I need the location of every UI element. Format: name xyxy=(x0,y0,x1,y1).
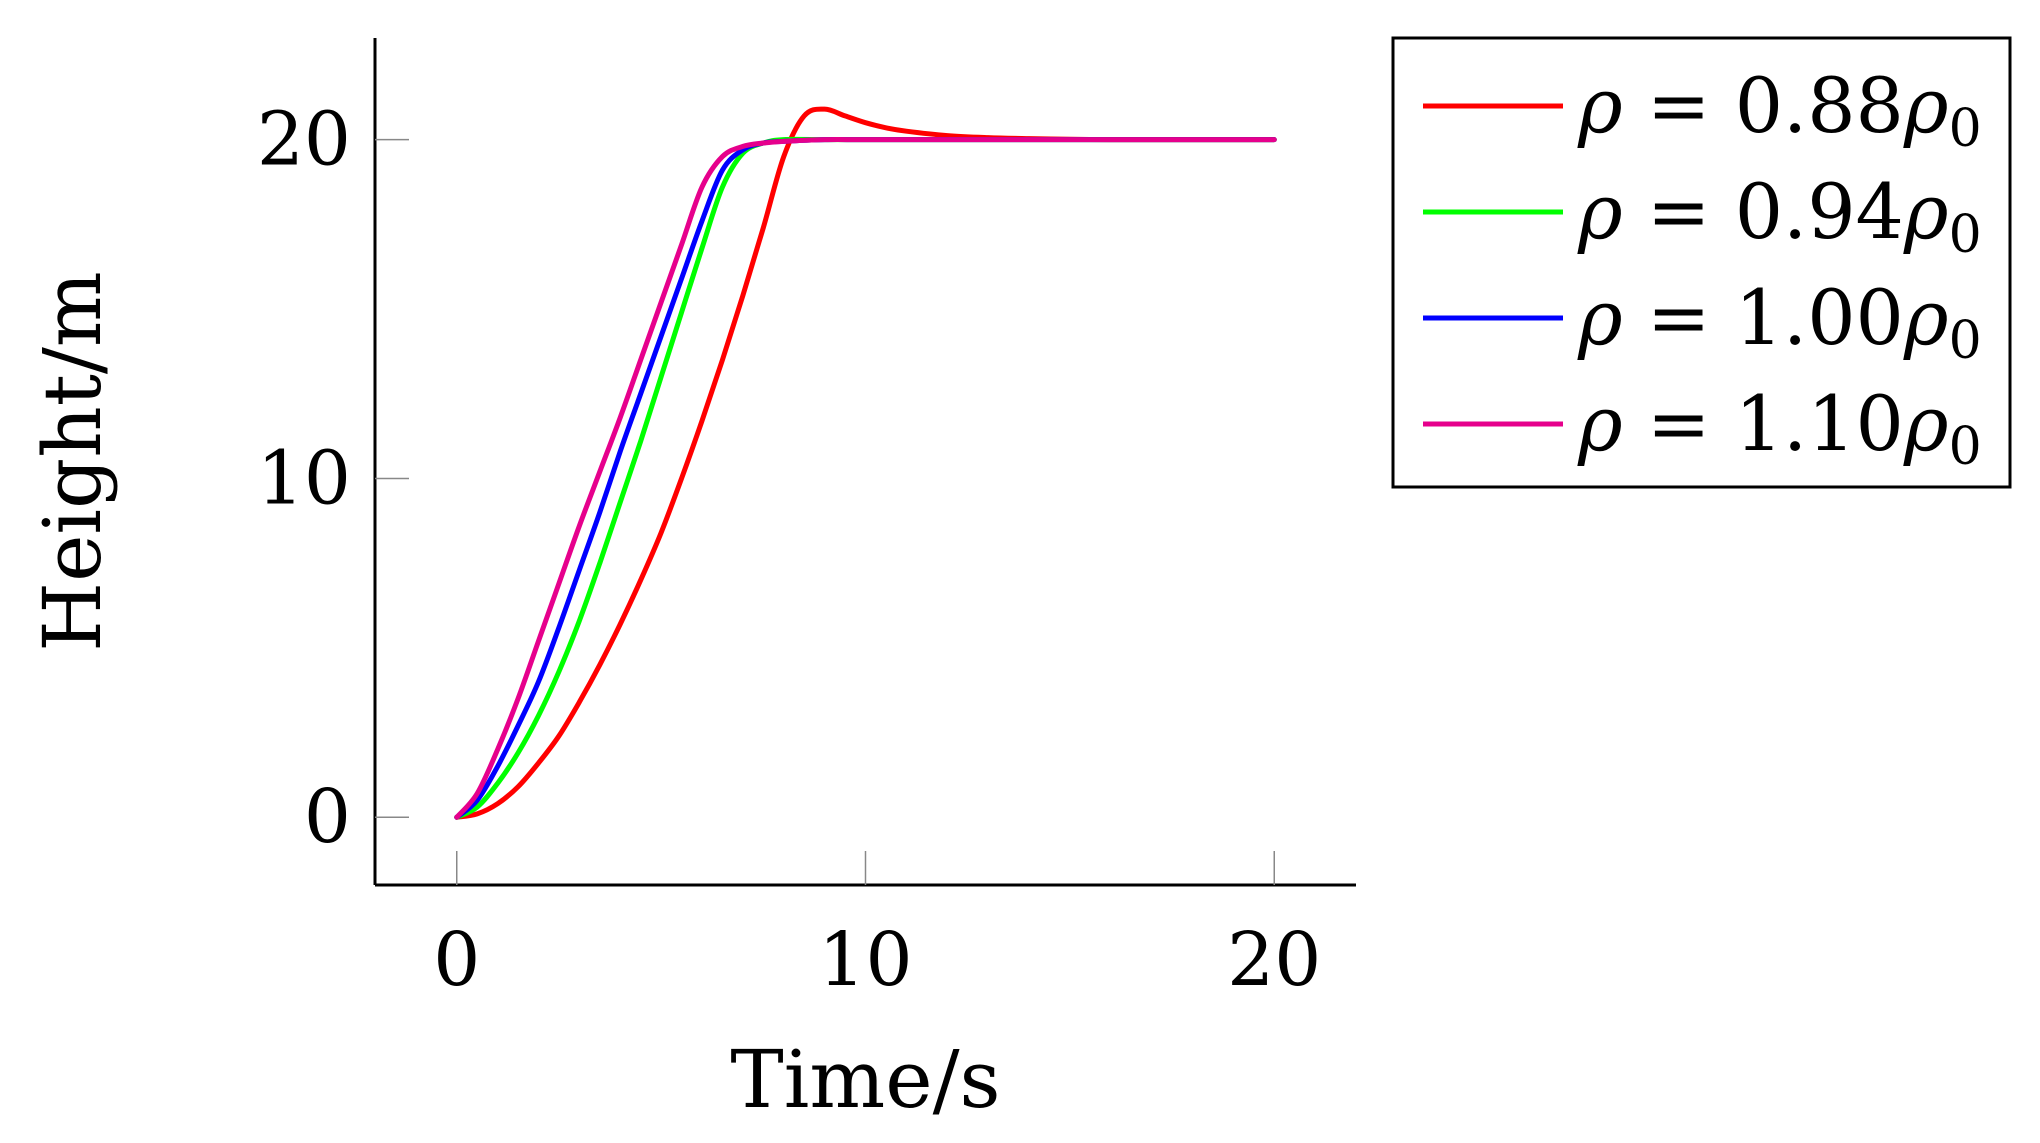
x-tick-label: 10 xyxy=(818,917,912,1003)
legend-label-part: 0 xyxy=(1949,311,1982,371)
legend-label-3: ρ = 1.00ρ0 xyxy=(1577,273,1982,371)
legend-label-part: = xyxy=(1623,61,1735,150)
y-axis-label: Height/m xyxy=(26,271,119,651)
y-tick-label: 10 xyxy=(257,435,351,521)
legend-label-part: ρ xyxy=(1577,273,1623,362)
x-tick-label: 20 xyxy=(1227,917,1321,1003)
series-line-2 xyxy=(454,136,1277,820)
legend-label-part: 0 xyxy=(1949,205,1982,265)
legend-label-2: ρ = 0.94ρ0 xyxy=(1577,167,1982,265)
legend-label-part: = xyxy=(1623,167,1735,256)
legend-label-1: ρ = 0.88ρ0 xyxy=(1577,61,1982,159)
legend-label-part: 0.94 xyxy=(1735,167,1904,256)
legend-label-part: ρ xyxy=(1903,379,1949,468)
series-group xyxy=(454,106,1277,820)
legend-label-part: 0 xyxy=(1949,99,1982,159)
legend-box xyxy=(1391,36,2012,489)
legend-label-part: ρ xyxy=(1903,273,1949,362)
series-line-4 xyxy=(454,137,1277,820)
legend-label-part: ρ xyxy=(1903,167,1949,256)
ticks: 0 10 20 0 10 20 xyxy=(257,97,1322,1003)
x-axis-label: Time/s xyxy=(730,1033,1000,1126)
legend-label-part: 1.00 xyxy=(1735,273,1904,362)
legend-label-part: 0 xyxy=(1949,417,1982,477)
legend-label-part: ρ xyxy=(1903,61,1949,150)
y-tick-label: 0 xyxy=(304,774,351,860)
legend-label-part: = xyxy=(1623,379,1735,468)
y-tick-label: 20 xyxy=(257,97,351,183)
axes: Time/s Height/m xyxy=(26,38,1356,1126)
legend-label-part: = xyxy=(1623,273,1735,362)
legend-label-part: 1.10 xyxy=(1735,379,1904,468)
series-line-3 xyxy=(454,137,1277,820)
legend-label-4: ρ = 1.10ρ0 xyxy=(1577,379,1982,477)
legend-label-part: ρ xyxy=(1577,61,1623,150)
series-line-1 xyxy=(454,106,1277,820)
legend-label-part: ρ xyxy=(1577,379,1623,468)
x-tick-label: 0 xyxy=(433,917,480,1003)
legend-label-part: ρ xyxy=(1577,167,1623,256)
legend-label-part: 0.88 xyxy=(1735,61,1904,150)
